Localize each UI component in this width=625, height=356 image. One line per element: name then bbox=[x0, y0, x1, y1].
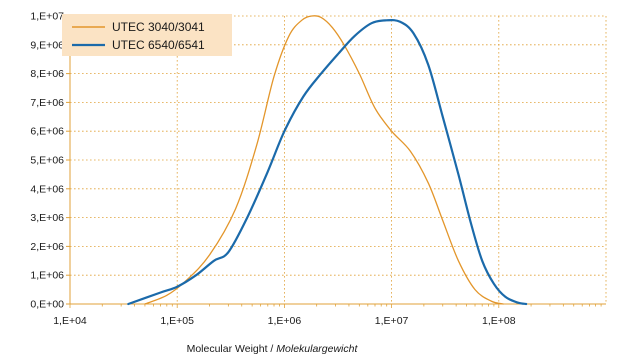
legend: UTEC 3040/3041 UTEC 6540/6541 bbox=[62, 14, 232, 56]
y-tick-label: 2,E+06 bbox=[30, 241, 64, 253]
y-tick-label: 9,E+06 bbox=[30, 39, 64, 51]
y-tick-label: 7,E+06 bbox=[30, 97, 64, 109]
y-tick-label: 3,E+06 bbox=[30, 212, 64, 224]
y-tick-label: 1,E+06 bbox=[30, 270, 64, 282]
x-tick-labels: 1,E+04 1,E+05 1,E+06 1,E+07 1,E+08 bbox=[53, 315, 516, 327]
series-line-1 bbox=[127, 19, 528, 306]
x-tick-label: 1,E+08 bbox=[482, 315, 516, 327]
legend-box bbox=[62, 14, 232, 56]
x-axis-title-italic: Molekulargewicht bbox=[276, 343, 358, 355]
x-axis-title: Molecular Weight / Molekulargewicht bbox=[187, 343, 359, 355]
legend-label-utec-6540: UTEC 6540/6541 bbox=[112, 38, 205, 52]
x-tick-label: 1,E+07 bbox=[375, 315, 409, 327]
axes bbox=[66, 15, 606, 308]
y-tick-label: 4,E+06 bbox=[30, 183, 64, 195]
series-lines bbox=[127, 15, 528, 306]
y-tick-label: 6,E+06 bbox=[30, 126, 64, 138]
y-tick-label: 8,E+06 bbox=[30, 68, 64, 80]
x-tick-label: 1,E+04 bbox=[53, 315, 87, 327]
x-tick-label: 1,E+06 bbox=[268, 315, 302, 327]
legend-label-utec-3040: UTEC 3040/3041 bbox=[112, 20, 205, 34]
x-axis-title-separator: / bbox=[268, 343, 277, 355]
y-tick-label: 0,E+00 bbox=[30, 299, 64, 311]
y-tick-label: 5,E+06 bbox=[30, 155, 64, 167]
x-tick-label: 1,E+05 bbox=[160, 315, 194, 327]
x-axis-title-main: Molecular Weight bbox=[187, 343, 268, 355]
series-line-0 bbox=[144, 15, 504, 305]
y-tick-label: 1,E+07 bbox=[30, 11, 64, 23]
y-tick-labels: 0,E+00 1,E+06 2,E+06 3,E+06 4,E+06 5,E+06 6,E+… bbox=[30, 11, 64, 311]
